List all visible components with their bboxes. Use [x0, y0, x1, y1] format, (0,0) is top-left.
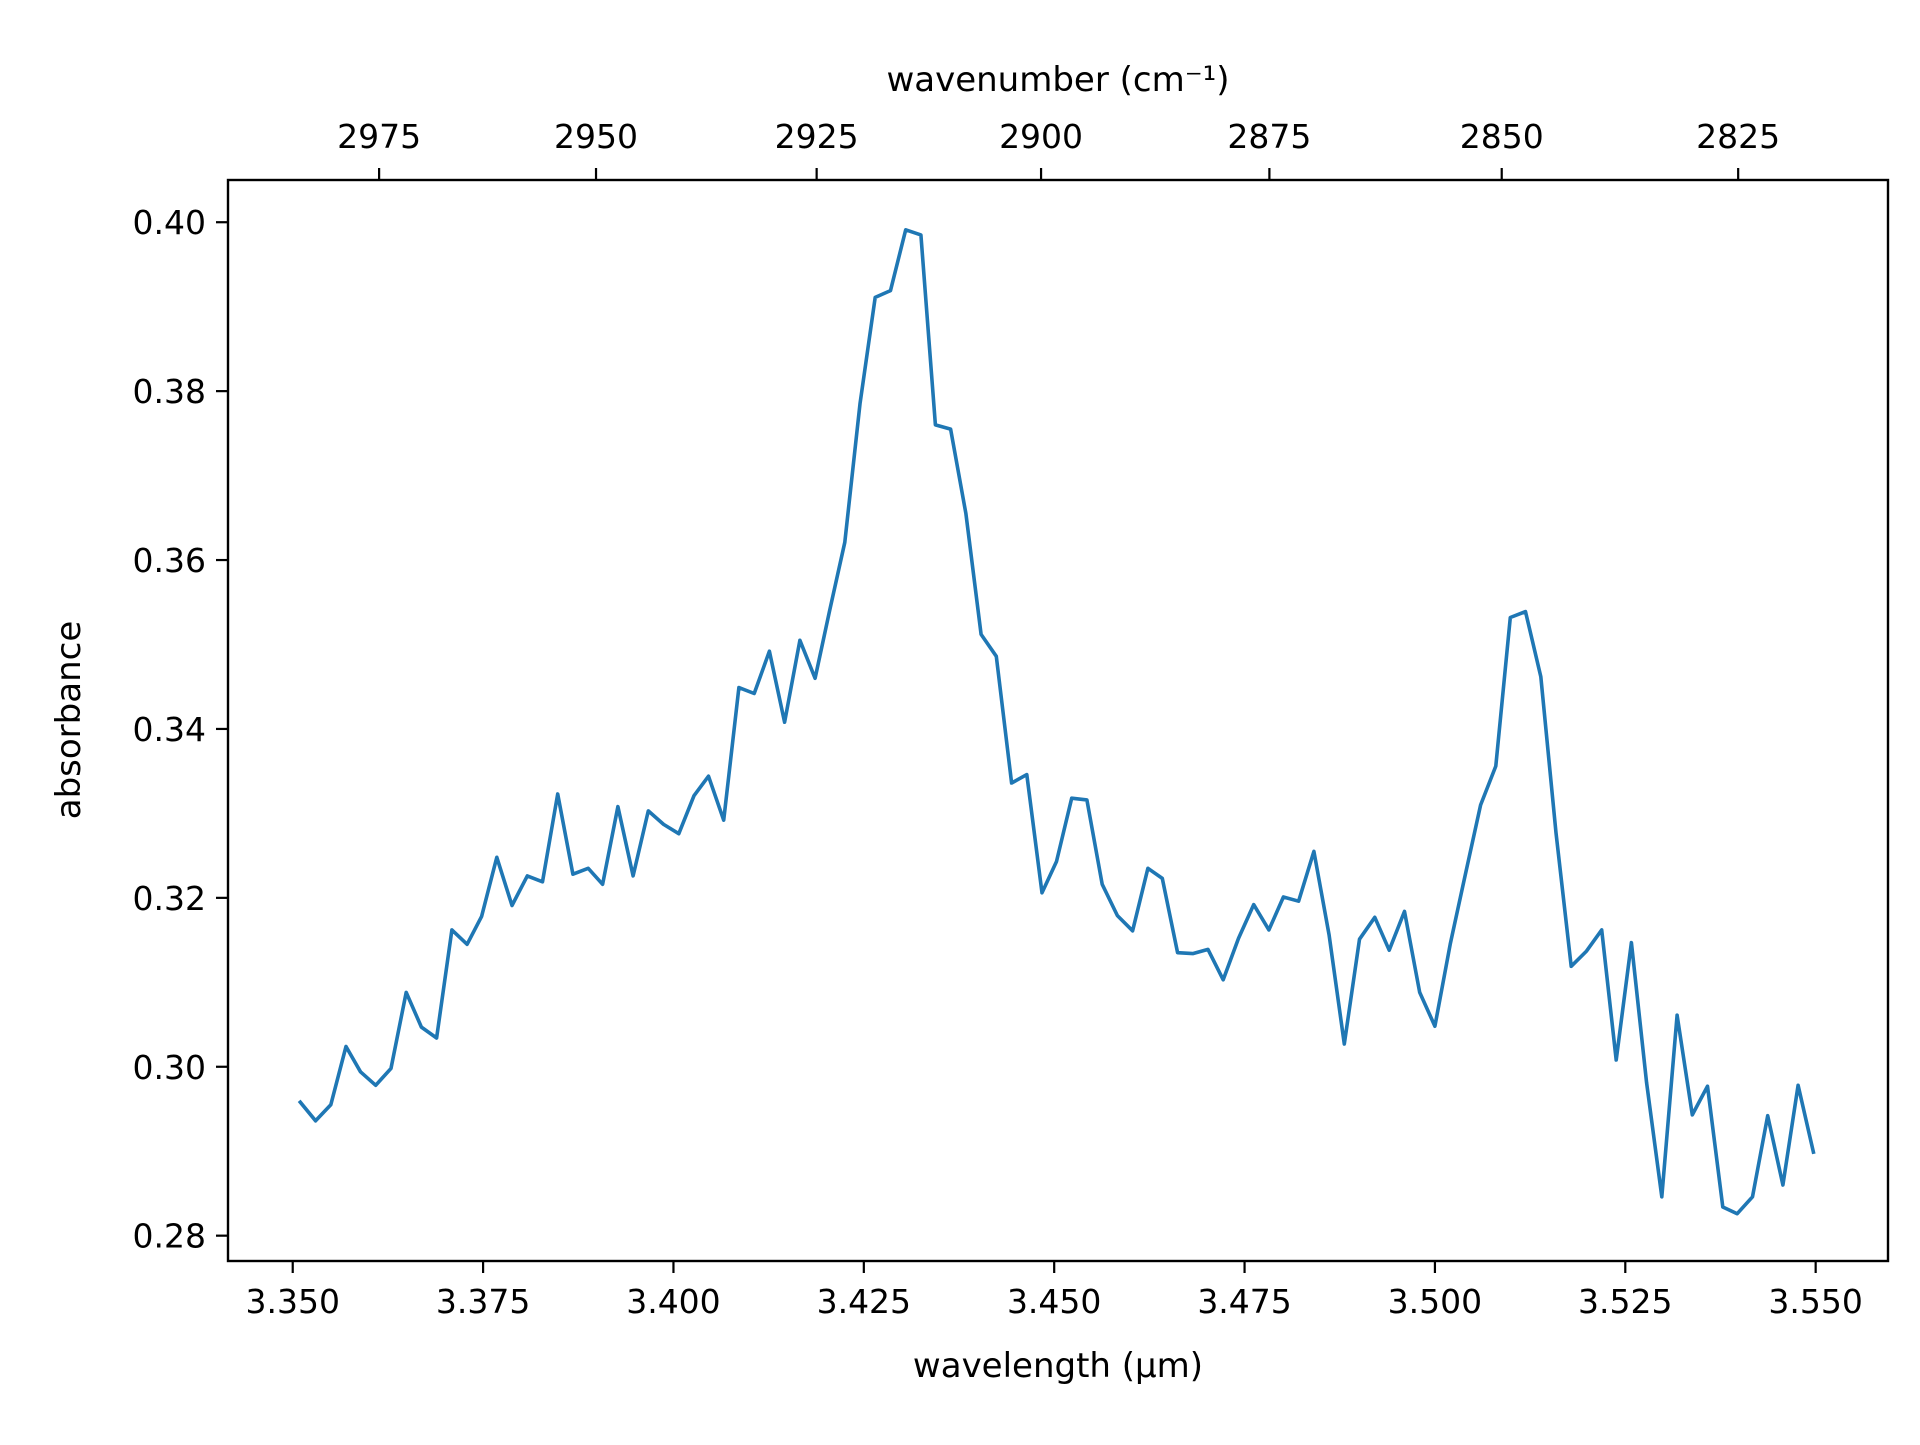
- y-tick-label: 0.28: [133, 1217, 206, 1256]
- x-axis-label: wavelength (µm): [913, 1346, 1203, 1386]
- y-tick-label: 0.30: [133, 1048, 206, 1087]
- secondary-x-axis-label: wavenumber (cm⁻¹): [886, 60, 1229, 100]
- secondary-x-tick-label: 2850: [1460, 117, 1544, 156]
- absorbance-series-line: [297, 228, 1816, 1216]
- x-tick-label: 3.375: [436, 1282, 530, 1321]
- secondary-x-tick-label: 2950: [554, 117, 638, 156]
- y-tick-label: 0.38: [133, 372, 206, 411]
- x-tick-label: 3.350: [245, 1282, 339, 1321]
- y-axis-label: absorbance: [49, 621, 89, 820]
- y-tick-label: 0.36: [133, 541, 206, 580]
- y-tick-label: 0.32: [133, 879, 206, 918]
- x-tick-label: 3.450: [1007, 1282, 1101, 1321]
- secondary-x-tick-label: 2975: [337, 117, 421, 156]
- secondary-x-tick-label: 2825: [1696, 117, 1780, 156]
- plot-frame: [226, 178, 1890, 1263]
- secondary-x-tick-label: 2925: [775, 117, 859, 156]
- x-tick-label: 3.425: [817, 1282, 911, 1321]
- y-tick-label: 0.40: [133, 203, 206, 242]
- secondary-x-tick-label: 2875: [1227, 117, 1311, 156]
- x-tick-label: 3.525: [1578, 1282, 1672, 1321]
- x-tick-label: 3.475: [1197, 1282, 1291, 1321]
- y-tick-label: 0.34: [133, 710, 206, 749]
- x-tick-label: 3.550: [1768, 1282, 1862, 1321]
- x-tick-label: 3.400: [626, 1282, 720, 1321]
- x-tick-label: 3.500: [1388, 1282, 1482, 1321]
- secondary-x-tick-label: 2900: [999, 117, 1083, 156]
